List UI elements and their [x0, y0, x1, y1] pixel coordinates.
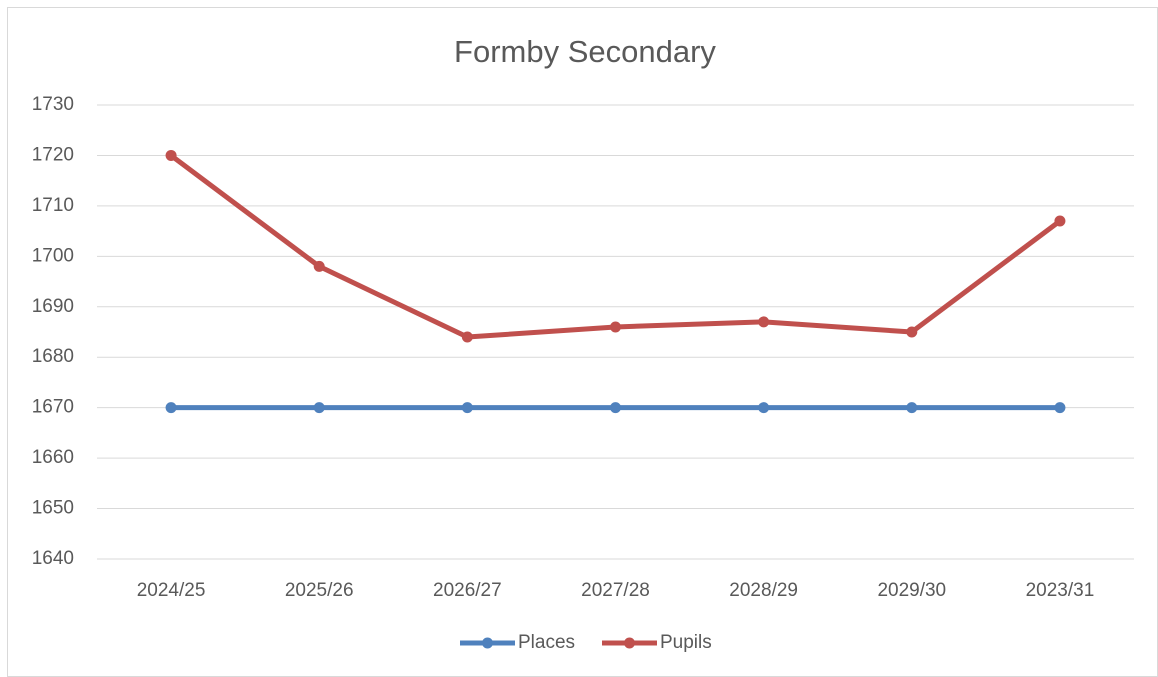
- y-tick-label: 1680: [32, 346, 74, 367]
- x-tick-label: 2028/29: [729, 580, 798, 601]
- y-tick-label: 1710: [32, 195, 74, 216]
- chart-border: [7, 7, 1158, 677]
- y-tick-label: 1640: [32, 548, 74, 569]
- x-tick-label: 2026/27: [433, 580, 502, 601]
- chart-title: Formby Secondary: [454, 34, 716, 69]
- legend-marker: [624, 637, 635, 649]
- legend-label: Pupils: [660, 632, 712, 653]
- data-point: [461, 402, 473, 414]
- data-point: [313, 402, 325, 414]
- y-tick-label: 1700: [32, 245, 74, 266]
- y-tick-label: 1660: [32, 447, 74, 468]
- legend-label: Places: [518, 632, 575, 653]
- data-point: [165, 149, 177, 161]
- data-point: [1054, 402, 1066, 414]
- data-point: [313, 260, 325, 272]
- legend-marker: [482, 637, 493, 649]
- data-point: [610, 402, 621, 414]
- x-tick-label: 2027/28: [581, 580, 650, 601]
- data-point: [906, 402, 918, 414]
- y-tick-label: 1720: [32, 144, 74, 165]
- data-point: [1054, 215, 1066, 227]
- data-point: [610, 321, 621, 333]
- x-tick-label: 2024/25: [137, 580, 206, 601]
- data-point: [758, 402, 770, 414]
- data-point: [906, 326, 918, 338]
- data-point: [461, 331, 473, 343]
- y-tick-label: 1670: [32, 397, 74, 418]
- x-tick-label: 2023/31: [1026, 580, 1095, 601]
- data-point: [758, 316, 770, 328]
- data-point: [165, 402, 177, 414]
- y-tick-label: 1730: [32, 94, 74, 115]
- x-tick-label: 2029/30: [877, 580, 946, 601]
- y-tick-label: 1690: [32, 296, 74, 317]
- x-tick-label: 2025/26: [285, 580, 354, 601]
- y-tick-label: 1650: [32, 498, 74, 519]
